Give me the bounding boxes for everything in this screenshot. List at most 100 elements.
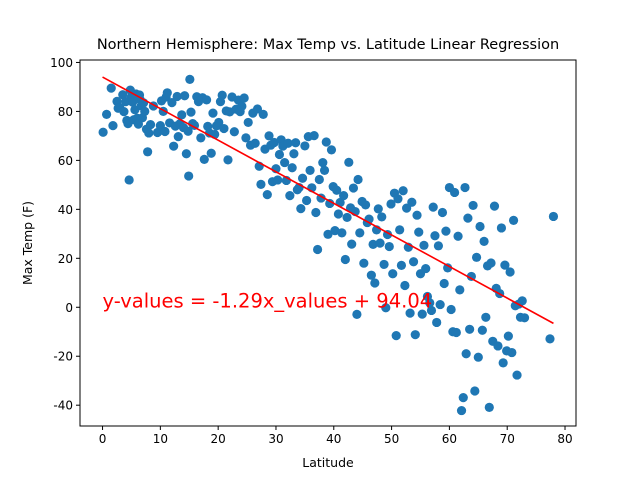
data-point bbox=[348, 183, 359, 193]
data-point bbox=[475, 221, 485, 232]
data-point bbox=[291, 138, 301, 148]
data-point bbox=[340, 254, 350, 265]
regression-line bbox=[102, 76, 554, 325]
x-tick-label: 20 bbox=[211, 432, 226, 446]
data-point bbox=[473, 352, 483, 362]
data-point bbox=[481, 312, 491, 322]
data-point bbox=[342, 212, 352, 223]
y-tick-label: 100 bbox=[50, 56, 73, 70]
y-axis-label: Max Temp (F) bbox=[20, 201, 35, 285]
data-point bbox=[446, 304, 456, 315]
data-point bbox=[140, 106, 150, 117]
data-point bbox=[184, 171, 194, 181]
data-point bbox=[391, 331, 401, 341]
x-tick-label: 60 bbox=[442, 432, 457, 446]
data-point bbox=[463, 213, 473, 223]
data-point bbox=[196, 133, 206, 143]
data-point bbox=[326, 145, 337, 155]
data-point bbox=[172, 91, 182, 102]
data-point bbox=[477, 325, 487, 335]
data-point bbox=[375, 238, 385, 248]
data-point bbox=[289, 149, 299, 159]
data-point bbox=[143, 147, 153, 157]
data-point bbox=[368, 239, 378, 249]
data-point bbox=[101, 109, 112, 119]
data-point bbox=[545, 334, 555, 344]
data-point bbox=[458, 393, 468, 403]
data-point bbox=[206, 148, 216, 158]
data-point bbox=[381, 303, 391, 313]
data-point bbox=[508, 215, 519, 225]
data-point bbox=[239, 93, 249, 103]
data-point bbox=[432, 317, 442, 328]
data-point bbox=[486, 258, 496, 268]
data-point bbox=[465, 324, 475, 334]
data-point bbox=[185, 74, 195, 84]
data-point bbox=[314, 174, 324, 185]
regression-equation: y-values = -1.29x_values + 94.04 bbox=[103, 289, 433, 312]
data-point bbox=[388, 269, 398, 279]
data-point bbox=[217, 90, 227, 100]
data-point bbox=[311, 207, 321, 218]
data-point bbox=[323, 229, 333, 239]
data-point bbox=[360, 200, 371, 210]
data-point bbox=[287, 163, 297, 173]
data-point bbox=[229, 127, 239, 137]
axes-frame bbox=[79, 59, 577, 427]
data-point bbox=[180, 91, 190, 101]
data-point bbox=[405, 308, 415, 318]
data-point bbox=[393, 194, 403, 204]
data-point bbox=[421, 263, 431, 274]
data-point bbox=[237, 101, 247, 111]
data-point bbox=[430, 231, 440, 241]
data-point bbox=[379, 259, 389, 270]
plot-area: 0 10 20 30 40 50 60 70 80 -40 -20 0 20 40 60 80 100 bbox=[50, 56, 577, 446]
data-point bbox=[330, 226, 340, 236]
data-point bbox=[98, 127, 108, 137]
data-point bbox=[106, 83, 116, 93]
data-point bbox=[426, 305, 437, 316]
data-point bbox=[366, 270, 376, 280]
data-point bbox=[471, 252, 482, 262]
data-point bbox=[124, 175, 134, 185]
data-point bbox=[339, 191, 349, 201]
data-point bbox=[333, 209, 344, 219]
data-point bbox=[202, 95, 212, 105]
data-point bbox=[258, 109, 268, 119]
data-point bbox=[373, 204, 383, 214]
data-point bbox=[128, 97, 138, 107]
data-point bbox=[241, 133, 251, 143]
data-point bbox=[280, 157, 290, 168]
data-point bbox=[297, 173, 308, 183]
data-point bbox=[321, 137, 331, 147]
data-point bbox=[214, 117, 224, 128]
data-point bbox=[332, 185, 342, 195]
data-point bbox=[305, 165, 315, 176]
data-point bbox=[302, 195, 312, 206]
data-point bbox=[450, 187, 460, 198]
data-point bbox=[250, 138, 260, 148]
data-point bbox=[512, 370, 522, 380]
data-point bbox=[223, 155, 233, 165]
x-tick-label: 40 bbox=[326, 432, 341, 446]
y-tick-label: 80 bbox=[58, 105, 73, 119]
data-point bbox=[256, 179, 266, 189]
data-point bbox=[169, 141, 179, 151]
data-point bbox=[370, 278, 380, 288]
x-tick-label: 30 bbox=[268, 432, 283, 446]
data-point bbox=[162, 88, 172, 98]
data-point bbox=[484, 402, 494, 412]
x-tick-label: 0 bbox=[99, 432, 107, 446]
data-point bbox=[505, 267, 515, 277]
x-tick-label: 80 bbox=[557, 432, 572, 446]
data-point bbox=[352, 309, 362, 319]
y-tick-label: -20 bbox=[53, 350, 73, 364]
data-point bbox=[252, 104, 263, 114]
data-point bbox=[145, 120, 156, 130]
data-point bbox=[319, 165, 330, 176]
data-point bbox=[325, 198, 335, 209]
x-tick-label: 10 bbox=[153, 432, 168, 446]
data-point bbox=[264, 131, 274, 141]
data-point bbox=[353, 174, 363, 185]
data-point bbox=[177, 110, 187, 120]
